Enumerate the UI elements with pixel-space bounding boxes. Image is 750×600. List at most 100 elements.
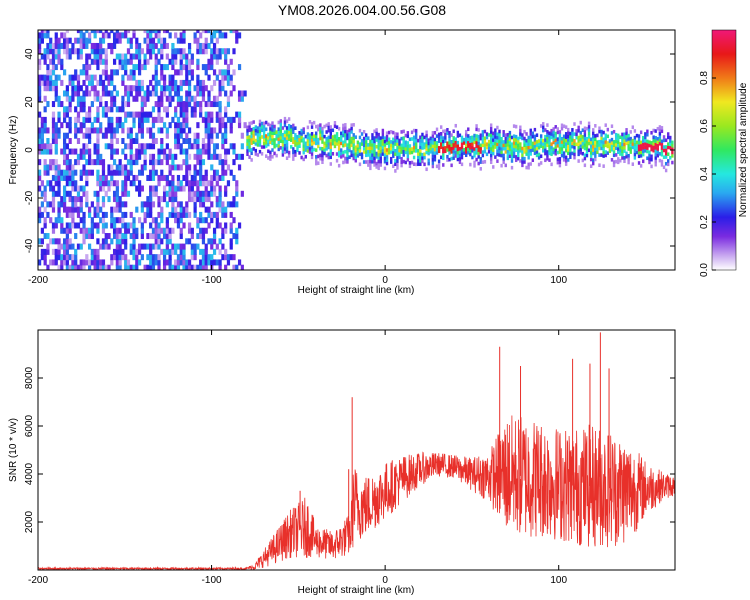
heat-cell: [68, 211, 72, 218]
heat-cell: [40, 32, 44, 39]
heat-cell: [417, 148, 420, 153]
heat-cell: [215, 169, 219, 176]
heat-cell: [331, 128, 335, 133]
heat-cell: [196, 196, 200, 203]
spectrogram-x-label: Height of straight line (km): [298, 285, 415, 296]
heat-cell: [389, 160, 393, 164]
heat-cell: [442, 146, 445, 150]
heat-cell: [335, 138, 339, 143]
heat-cell: [554, 145, 557, 149]
heat-cell: [619, 152, 622, 156]
heat-cell: [40, 132, 44, 139]
heat-cell: [285, 129, 289, 134]
heat-cell: [71, 95, 75, 102]
heat-cell: [71, 222, 75, 229]
heat-cell: [471, 138, 474, 143]
heat-cell: [38, 64, 42, 71]
heat-cell: [414, 149, 418, 153]
heat-cell: [462, 147, 466, 152]
heat-cell: [446, 131, 449, 135]
heat-cell: [168, 248, 172, 255]
heat-cell: [294, 149, 297, 154]
heat-cell: [157, 227, 161, 234]
heat-cell: [329, 135, 332, 139]
heat-cell: [126, 159, 131, 166]
heat-cell: [110, 211, 114, 218]
heat-cell: [115, 217, 119, 224]
heat-cell: [475, 137, 478, 142]
heat-cell: [40, 37, 44, 44]
heat-cell: [176, 211, 181, 218]
heat-cell: [140, 95, 144, 102]
heat-cell: [143, 153, 147, 160]
heat-cell: [104, 64, 108, 71]
heat-cell: [57, 48, 61, 55]
y-tick-label: 8000: [24, 366, 35, 389]
heat-cell: [481, 130, 485, 134]
heat-cell: [110, 74, 114, 81]
heat-cell: [237, 32, 242, 39]
heat-cell: [218, 90, 222, 97]
heat-cell: [473, 164, 476, 168]
heat-cell: [74, 248, 78, 255]
heat-cell: [304, 144, 308, 149]
heat-cell: [224, 159, 228, 166]
heat-cell: [104, 243, 108, 250]
heat-cell: [193, 32, 197, 39]
heat-cell: [65, 264, 69, 270]
heat-cell: [65, 169, 69, 176]
heat-cell: [287, 134, 291, 138]
heat-cell: [365, 133, 368, 137]
heat-cell: [300, 138, 303, 143]
heat-cell: [437, 149, 441, 154]
heat-cell: [121, 254, 125, 261]
heat-cell: [101, 238, 106, 245]
heat-cell: [602, 154, 605, 158]
heat-cell: [456, 150, 460, 155]
heat-cell: [592, 158, 595, 162]
heat-cell: [577, 149, 580, 153]
heat-cell: [460, 135, 464, 140]
heat-cell: [149, 79, 153, 86]
heat-cell: [662, 145, 666, 149]
heat-cell: [531, 144, 535, 149]
heat-cell: [57, 211, 61, 218]
heat-cell: [126, 48, 131, 55]
heat-cell: [294, 143, 297, 147]
heat-cell: [157, 153, 161, 160]
heat-cell: [110, 206, 114, 213]
heat-cell: [325, 153, 328, 158]
heat-cell: [281, 143, 285, 147]
heat-cell: [327, 135, 330, 140]
heat-cell: [96, 180, 100, 187]
heat-cell: [285, 146, 289, 150]
heat-cell: [51, 132, 56, 139]
heat-cell: [76, 243, 81, 250]
heat-cell: [126, 264, 131, 270]
heat-cell: [621, 156, 624, 160]
heat-cell: [210, 48, 214, 55]
heat-cell: [429, 136, 432, 141]
heat-cell: [423, 152, 426, 157]
heat-cell: [539, 124, 543, 128]
heat-cell: [389, 156, 393, 161]
heat-cell: [398, 152, 401, 156]
heat-cell: [342, 123, 345, 128]
heat-cell: [344, 143, 347, 147]
heat-cell: [201, 180, 206, 187]
heat-cell: [96, 169, 100, 176]
heat-cell: [467, 127, 470, 132]
heat-cell: [76, 101, 81, 108]
heat-cell: [248, 145, 251, 149]
x-tick-label: 100: [550, 275, 567, 286]
heat-cell: [96, 116, 100, 123]
heat-cell: [437, 159, 441, 164]
heat-cell: [232, 48, 236, 55]
heat-cell: [352, 146, 355, 151]
heat-cell: [96, 132, 100, 139]
heat-cell: [542, 148, 545, 153]
heat-cell: [302, 150, 305, 155]
heat-cell: [38, 48, 42, 55]
heat-cell: [544, 128, 547, 132]
heat-cell: [118, 264, 122, 270]
